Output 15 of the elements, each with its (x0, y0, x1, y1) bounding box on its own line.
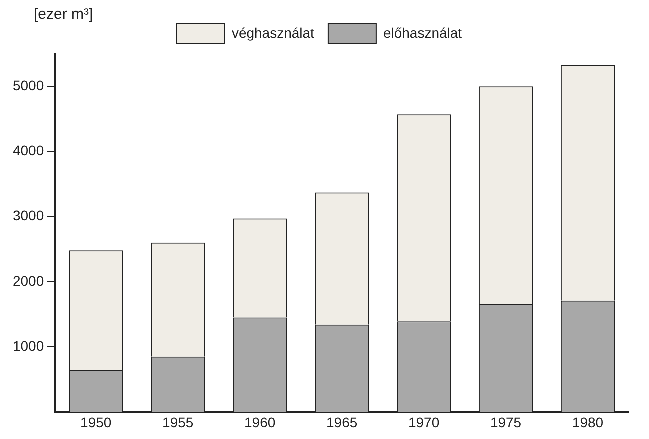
x-tick-label: 1975 (490, 414, 522, 430)
y-tick-label: 4000 (12, 142, 44, 159)
x-tick-label: 1970 (408, 414, 440, 430)
legend-label: véghasználat (232, 24, 315, 41)
y-axis-title: [ezer m³] (34, 6, 94, 23)
x-tick-label: 1955 (162, 414, 194, 430)
x-tick-label: 1950 (80, 414, 112, 430)
x-tick-label: 1960 (244, 414, 276, 430)
legend-label: előhasználat (383, 24, 462, 41)
x-tick-label: 1965 (326, 414, 358, 430)
y-tick-label: 2000 (12, 272, 44, 289)
y-tick-label: 1000 (12, 338, 44, 354)
x-tick-label: 1980 (572, 414, 604, 430)
y-tick-label: 3000 (12, 208, 44, 224)
y-tick-label: 5000 (12, 77, 44, 94)
